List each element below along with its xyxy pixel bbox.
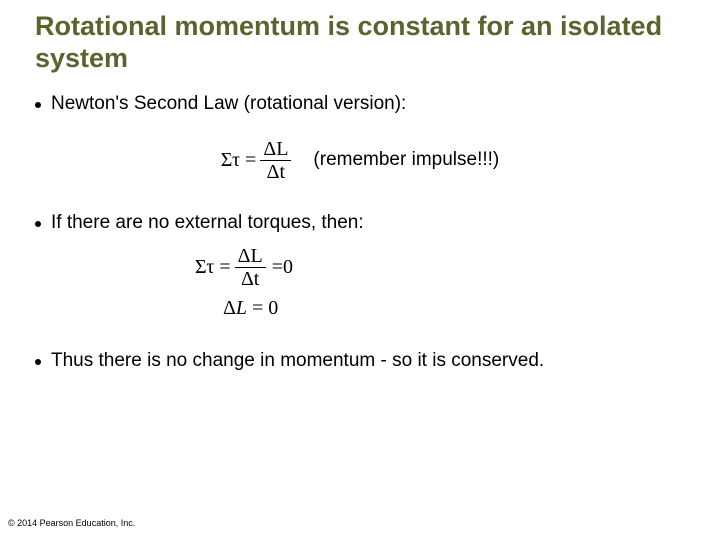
bullet-1-text: Newton's Second Law (rotational version)… <box>51 93 406 115</box>
slide-title: Rotational momentum is constant for an i… <box>35 10 695 75</box>
eq1-lhs: Στ = <box>221 149 257 172</box>
bullet-1-row: Newton's Second Law (rotational version)… <box>25 93 695 115</box>
equation-2-row: Στ = ΔL Δt =0 <box>195 246 695 289</box>
bullet-2-text: If there are no external torques, then: <box>51 212 364 234</box>
eq3-rhs: = 0 <box>252 297 278 319</box>
equation-2: Στ = ΔL Δt =0 <box>195 246 695 289</box>
equation-3: ΔL = 0 <box>223 297 278 319</box>
bullet-3-row: Thus there is no change in momentum - so… <box>25 350 695 372</box>
eq2-lhs: Στ = <box>195 256 231 279</box>
bullet-marker <box>35 221 41 227</box>
eq1-denominator: Δt <box>264 161 288 182</box>
bullet-marker <box>35 102 41 108</box>
bullet-marker <box>35 359 41 365</box>
equation-3-row: ΔL = 0 <box>223 297 695 320</box>
bullet-2-row: If there are no external torques, then: <box>25 212 695 234</box>
eq1-numerator: ΔL <box>260 139 291 161</box>
eq3-lhs: ΔL <box>223 297 247 319</box>
eq1-aside: (remember impulse!!!) <box>313 149 499 171</box>
eq2-numerator: ΔL <box>235 246 266 268</box>
eq2-denominator: Δt <box>238 268 262 289</box>
eq1-fraction: ΔL Δt <box>260 139 291 182</box>
equation-1: Στ = ΔL Δt <box>221 139 296 182</box>
copyright-text: © 2014 Pearson Education, Inc. <box>8 518 135 528</box>
bullet-3-text: Thus there is no change in momentum - so… <box>51 350 544 372</box>
equation-1-row: Στ = ΔL Δt (remember impulse!!!) <box>25 139 695 182</box>
eq2-rhs: =0 <box>272 256 293 279</box>
eq2-fraction: ΔL Δt <box>235 246 266 289</box>
slide: Rotational momentum is constant for an i… <box>0 0 720 540</box>
